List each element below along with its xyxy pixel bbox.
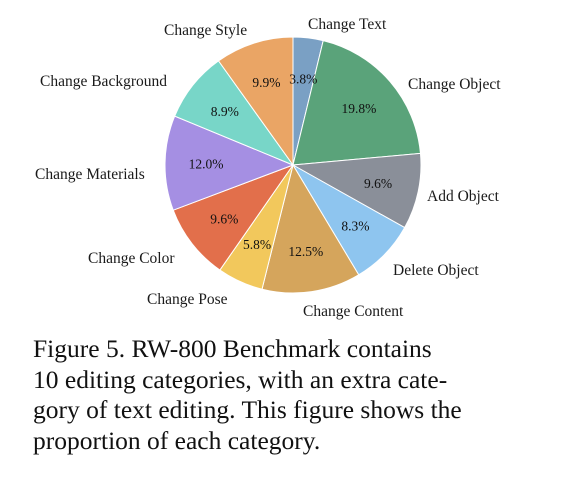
- pie-slices: [164, 36, 422, 294]
- slice-category-label: Change Color: [88, 250, 175, 267]
- caption-line: gory of text editing. This figure shows …: [33, 395, 462, 424]
- percentage-labels: 3.8% 19.8% 9.6% 8.3% 12.5% 5.8% 9.6% 12.0% 8.9% 9…: [189, 72, 393, 260]
- slice-percentage-label: 12.0%: [189, 157, 224, 172]
- slice-percentage-label: 9.6%: [364, 176, 392, 191]
- slice-category-label: Delete Object: [393, 262, 479, 279]
- slice-category-label: Change Object: [408, 76, 501, 93]
- caption-line: Figure 5. RW-800 Benchmark contains: [33, 334, 432, 363]
- slice-percentage-label: 8.3%: [341, 219, 369, 234]
- category-labels: Change Text Change Object Add Object Delete…: [35, 16, 501, 320]
- pie-slice: [261, 163, 360, 294]
- slice-category-label: Change Style: [164, 22, 247, 39]
- pie-slice: [217, 36, 294, 167]
- pie-slice: [172, 163, 295, 271]
- pie-slice: [292, 40, 422, 166]
- slice-category-label: Change Background: [40, 73, 167, 90]
- slice-percentage-label: 8.9%: [211, 104, 239, 119]
- pie-slice: [164, 115, 295, 211]
- pie-chart: 3.8% 19.8% 9.6% 8.3% 12.5% 5.8% 9.6% 12.0% 8.9% 9…: [35, 16, 501, 320]
- caption-line: proportion of each category.: [33, 425, 321, 455]
- pie-slice: [291, 152, 422, 229]
- slice-category-label: Change Pose: [147, 291, 228, 308]
- slice-percentage-label: 12.5%: [288, 244, 323, 259]
- slice-percentage-label: 9.6%: [210, 212, 238, 227]
- slice-percentage-label: 3.8%: [289, 72, 317, 87]
- caption-line: 10 editing categories, with an extra cat…: [33, 364, 448, 394]
- slice-percentage-label: 5.8%: [243, 237, 271, 252]
- slice-category-label: Change Text: [308, 16, 387, 33]
- figure-caption: Figure 5. RW-800 Benchmark contains 10 e…: [33, 334, 553, 456]
- slice-category-label: Change Content: [303, 303, 404, 320]
- slice-percentage-label: 19.8%: [341, 101, 376, 116]
- slice-percentage-label: 9.9%: [252, 75, 280, 90]
- slice-category-label: Add Object: [427, 188, 500, 205]
- slice-category-label: Change Materials: [35, 166, 145, 183]
